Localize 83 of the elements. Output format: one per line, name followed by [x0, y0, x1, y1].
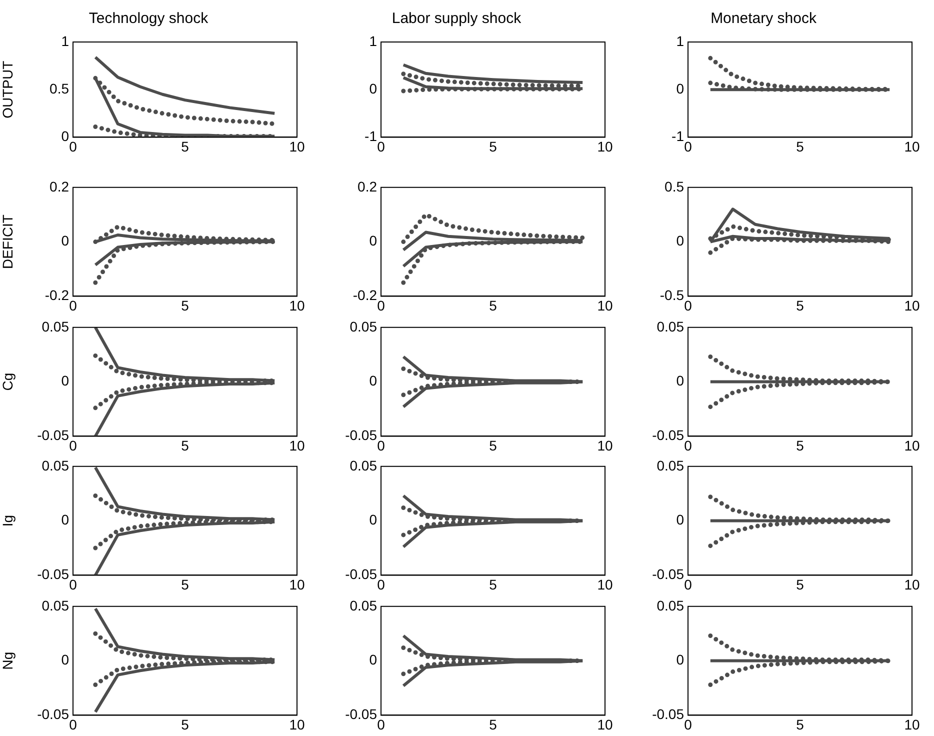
y-axis-title: Ng	[0, 651, 16, 670]
y-axis-title: Cg	[0, 372, 16, 390]
y-tick-label: 0.05	[349, 596, 377, 613]
y-tick-label: -0.5	[660, 287, 684, 304]
y-tick-label: -0.05	[344, 706, 377, 722]
y-tick-label: -0.2	[352, 287, 377, 304]
x-tick-label: 5	[181, 716, 190, 732]
y-tick-label: 0.05	[42, 318, 70, 334]
y-tick-label: 1	[676, 32, 684, 49]
y-tick-label: 0	[368, 80, 377, 96]
x-tick-label: 5	[796, 716, 804, 732]
y-tick-label: 0.05	[349, 457, 377, 474]
y-tick-label: 0	[676, 232, 684, 249]
y-tick-label: 0	[676, 80, 684, 96]
x-tick-label: 5	[488, 297, 497, 314]
chart-title: Monetary shock	[710, 10, 817, 28]
x-tick-label: 10	[289, 576, 305, 592]
x-tick-label: 10	[596, 436, 612, 453]
x-tick-label: 10	[904, 716, 920, 732]
y-tick-label: 0.5	[50, 80, 70, 96]
y-tick-label: -0.05	[652, 566, 684, 582]
x-tick-label: 5	[796, 436, 804, 453]
y-tick-label: 0.2	[357, 178, 377, 194]
x-tick-label: 10	[904, 576, 920, 592]
y-tick-label: 0	[368, 651, 377, 668]
y-tick-label: -0.05	[37, 706, 70, 722]
x-tick-label: 5	[796, 138, 804, 154]
x-tick-label: 10	[904, 138, 920, 154]
y-axis-title: Ig	[0, 514, 16, 527]
y-tick-label: -0.05	[37, 566, 70, 582]
x-tick-label: 10	[289, 297, 305, 314]
y-tick-label: -1	[364, 128, 377, 144]
y-tick-label: -0.05	[37, 426, 70, 443]
y-tick-label: 1	[61, 32, 70, 49]
y-tick-label: 0.2	[50, 178, 70, 194]
y-axis-title: OUTPUT	[0, 60, 16, 118]
y-tick-label: 0	[61, 128, 70, 144]
y-tick-label: 0	[61, 232, 70, 249]
y-tick-label: 0.05	[656, 457, 684, 474]
y-tick-label: -0.05	[652, 426, 684, 443]
x-tick-label: 10	[904, 297, 920, 314]
y-tick-label: 0.05	[656, 596, 684, 613]
y-tick-label: 0	[61, 372, 70, 388]
y-tick-label: 0	[368, 232, 377, 249]
y-tick-label: 0.05	[656, 318, 684, 334]
x-tick-label: 5	[488, 716, 497, 732]
y-tick-label: 0.05	[349, 318, 377, 334]
x-tick-label: 10	[596, 138, 612, 154]
y-tick-label: 0.05	[42, 596, 70, 613]
x-tick-label: 5	[181, 436, 190, 453]
y-tick-label: 0	[676, 512, 684, 528]
x-tick-label: 5	[488, 436, 497, 453]
x-tick-label: 5	[488, 576, 497, 592]
x-tick-label: 10	[289, 138, 305, 154]
y-tick-label: -0.05	[652, 706, 684, 722]
x-tick-label: 5	[488, 138, 497, 154]
chart-title: Labor supply shock	[391, 10, 522, 28]
x-tick-label: 10	[596, 716, 612, 732]
x-tick-label: 10	[289, 716, 305, 732]
x-tick-label: 5	[181, 297, 190, 314]
y-tick-label: 0	[368, 372, 377, 388]
y-tick-label: -1	[672, 128, 684, 144]
y-axis-title: DEFICIT	[0, 214, 16, 270]
y-tick-label: -0.05	[344, 426, 377, 443]
y-tick-label: 0.05	[42, 457, 70, 474]
y-tick-label: 0	[61, 651, 70, 668]
y-tick-label: 0.5	[664, 178, 684, 194]
x-tick-label: 10	[904, 436, 920, 453]
x-tick-label: 10	[289, 436, 305, 453]
y-tick-label: 0	[676, 651, 684, 668]
y-tick-label: 0	[676, 372, 684, 388]
x-tick-label: 10	[596, 297, 612, 314]
x-tick-label: 5	[181, 138, 190, 154]
x-tick-label: 5	[796, 297, 804, 314]
x-tick-label: 5	[181, 576, 190, 592]
y-tick-label: 0	[61, 512, 70, 528]
x-tick-label: 5	[796, 576, 804, 592]
y-tick-label: -0.05	[344, 566, 377, 582]
y-tick-label: 0	[368, 512, 377, 528]
x-tick-label: 10	[596, 576, 612, 592]
y-tick-label: 1	[368, 32, 377, 49]
chart-title: Technology shock	[88, 10, 209, 28]
y-tick-label: -0.2	[44, 287, 70, 304]
